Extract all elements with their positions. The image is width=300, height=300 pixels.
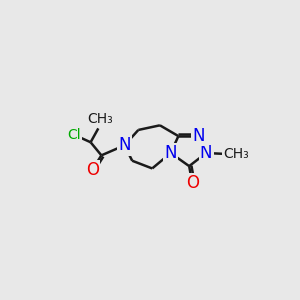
- Text: Cl: Cl: [67, 128, 80, 142]
- Text: N: N: [164, 144, 177, 162]
- Text: O: O: [86, 161, 99, 179]
- Text: N: N: [192, 127, 205, 145]
- Text: CH₃: CH₃: [87, 112, 113, 126]
- Text: CH₃: CH₃: [223, 147, 249, 161]
- Text: N: N: [200, 144, 212, 162]
- Text: O: O: [186, 174, 199, 192]
- Text: N: N: [118, 136, 131, 154]
